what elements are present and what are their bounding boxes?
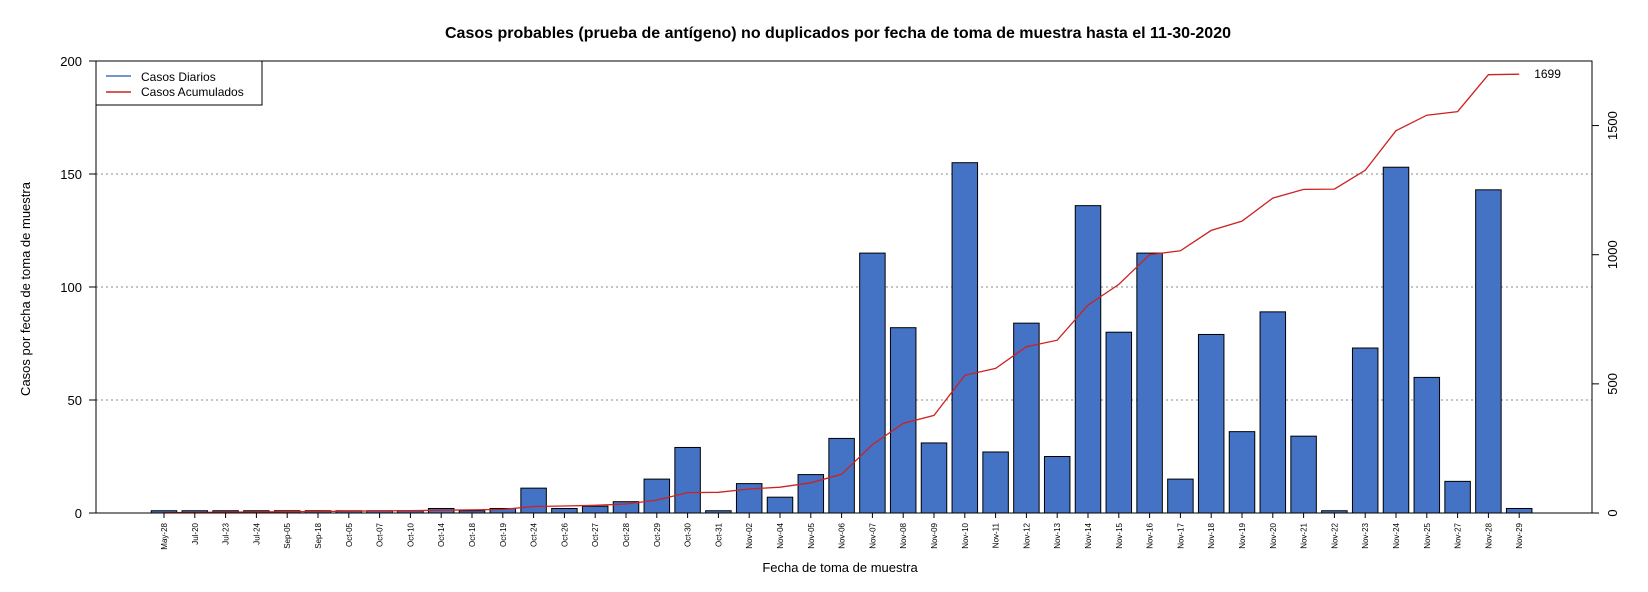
x-tick-label: Nov-14 (1084, 522, 1093, 548)
x-tick-label: Nov-22 (1330, 522, 1339, 548)
bar (920, 442, 948, 514)
x-tick-label: Nov-18 (1207, 522, 1216, 548)
bar (1444, 480, 1471, 514)
y-tick-label: 0 (75, 506, 82, 521)
x-tick-label: Nov-19 (1238, 522, 1247, 548)
x-tick-label: Oct-29 (653, 522, 662, 547)
bar (1290, 435, 1317, 514)
bar (951, 162, 979, 514)
x-tick-label: Nov-24 (1392, 522, 1401, 548)
x-tick-label: Nov-23 (1361, 522, 1370, 548)
x-tick-label: Nov-20 (1269, 522, 1278, 548)
x-tick-label: Jul-20 (191, 522, 200, 544)
x-tick-label: Nov-02 (745, 522, 754, 548)
bar (1043, 456, 1071, 514)
y-tick-label: 200 (60, 54, 82, 69)
x-tick-label: Nov-08 (899, 522, 908, 548)
y-tick-label: 50 (68, 393, 82, 408)
bar (828, 437, 855, 514)
y2-tick-label: 500 (1605, 373, 1620, 395)
x-tick-label: Nov-25 (1423, 522, 1432, 548)
x-axis: May-28 Jul-20 Jul-23 Jul-24 Sep-05 Sep-18 Oct-… (160, 513, 1524, 550)
x-tick-label: Nov-13 (1053, 522, 1062, 548)
x-tick-label: Nov-21 (1300, 522, 1309, 548)
x-tick-label: Sep-05 (283, 522, 292, 548)
x-tick-label: Oct-18 (468, 522, 477, 547)
x-tick-label: Nov-29 (1515, 522, 1524, 548)
line-series-casos-acumulados (163, 73, 1520, 514)
bar (1475, 189, 1502, 514)
gridlines (96, 173, 1592, 401)
y-tick-label: 150 (60, 167, 82, 182)
bar (859, 252, 886, 514)
x-tick-label: Nov-27 (1454, 522, 1463, 548)
x-tick-label: Nov-16 (1146, 522, 1155, 548)
bar (581, 505, 609, 514)
bar (1136, 252, 1163, 514)
y2-tick-label: 1500 (1605, 111, 1620, 140)
x-tick-label: Nov-06 (838, 522, 847, 548)
bar (520, 487, 547, 514)
x-tick-label: Sep-18 (314, 522, 323, 548)
x-tick-label: Jul-24 (252, 522, 261, 544)
bar (982, 451, 1009, 514)
x-tick-label: Nov-07 (868, 522, 877, 548)
bar (1105, 331, 1133, 514)
bar (1228, 431, 1256, 514)
legend-label-casos-acumulados: Casos Acumulados (141, 85, 244, 99)
x-tick-label: Oct-28 (622, 522, 631, 547)
bar (766, 496, 794, 514)
bar (1167, 478, 1194, 514)
y-tick-label: 100 (60, 280, 82, 295)
x-tick-label: Nov-09 (930, 522, 939, 548)
bar (551, 507, 578, 514)
x-tick-label: Oct-31 (714, 522, 723, 547)
x-tick-label: May-28 (160, 522, 169, 549)
x-tick-label: Oct-30 (684, 522, 693, 547)
x-tick-label: Nov-15 (1115, 522, 1124, 548)
x-tick-label: Oct-05 (345, 522, 354, 547)
bar (1351, 347, 1379, 514)
bar (643, 478, 671, 514)
y-axis-right: 0 500 1000 1500 (1592, 111, 1620, 517)
legend-box (95, 60, 263, 106)
x-tick-label: Nov-05 (807, 522, 816, 548)
x-tick-label: Jul-23 (222, 522, 231, 544)
x-axis-label: Fecha de toma de muestra (762, 560, 918, 575)
line-path (163, 73, 1520, 514)
x-tick-label: Nov-10 (961, 522, 970, 548)
bar (889, 327, 917, 514)
bar (1074, 205, 1102, 514)
bar (674, 446, 701, 514)
bar (1413, 376, 1441, 514)
bar (1259, 311, 1287, 514)
x-tick-label: Nov-11 (992, 522, 1001, 548)
end-value-label: 1699 (1534, 67, 1561, 81)
bar (1013, 322, 1040, 514)
y2-tick-label: 1000 (1605, 240, 1620, 269)
x-tick-label: Oct-07 (376, 522, 385, 547)
x-tick-label: Nov-04 (776, 522, 785, 548)
x-tick-label: Nov-17 (1176, 522, 1185, 548)
y2-tick-label: 0 (1605, 509, 1620, 516)
x-tick-label: Oct-14 (437, 522, 446, 547)
bar (1197, 333, 1225, 514)
chart-title: Casos probables (prueba de antígeno) no … (445, 25, 1231, 42)
legend: Casos Diarios Casos Acumulados (95, 60, 263, 106)
bar-series-casos-diarios (150, 162, 1533, 514)
x-tick-label: Oct-24 (530, 522, 539, 547)
y-axis-left: 0 50 100 150 200 (60, 54, 96, 521)
x-tick-label: Oct-26 (560, 522, 569, 547)
bar (1382, 166, 1410, 514)
x-tick-label: Oct-19 (499, 522, 508, 547)
legend-label-casos-diarios: Casos Diarios (141, 70, 216, 84)
bar (1505, 507, 1533, 514)
x-tick-label: Oct-10 (406, 522, 415, 547)
x-tick-label: Nov-28 (1484, 522, 1493, 548)
x-tick-label: Nov-12 (1022, 522, 1031, 548)
x-tick-label: Oct-27 (591, 522, 600, 547)
y-axis-label: Casos por fecha de toma de muestra (18, 181, 33, 396)
